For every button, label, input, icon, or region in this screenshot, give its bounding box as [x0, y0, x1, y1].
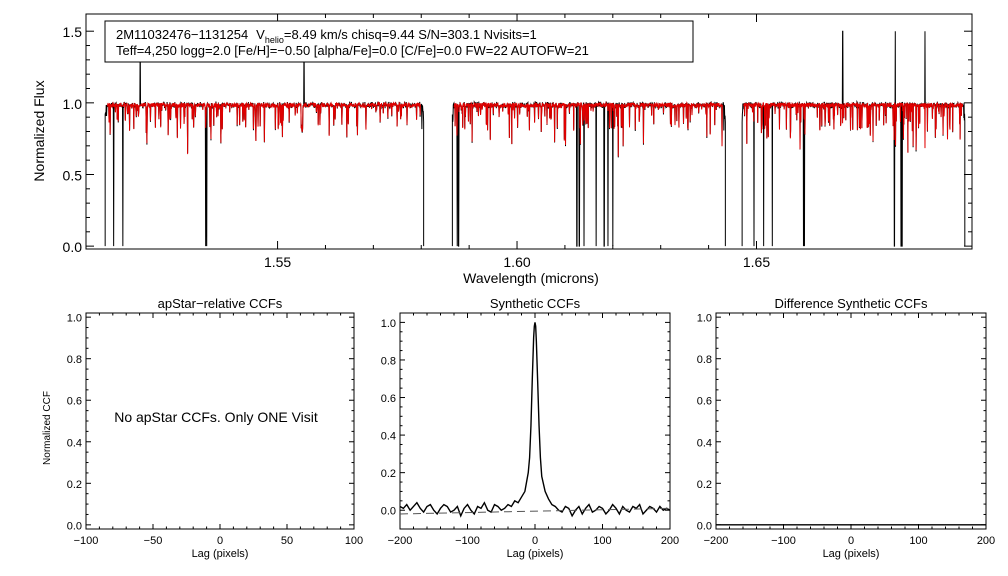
- synthetic-ytick-label: 0.8: [381, 355, 396, 367]
- synthetic-ytick-label: 0.4: [381, 431, 396, 443]
- spectrum-axes: 1.55 1.60 1.65 0.0 0.5 1.0 1.5: [63, 14, 972, 270]
- spectrum-xtick-label: 1.60: [503, 254, 530, 270]
- difference-ytick-label: 0.2: [697, 479, 712, 491]
- apstar-ytick-label: 0.0: [67, 520, 82, 532]
- spectrum-xlabel: Wavelength (microns): [463, 270, 599, 286]
- difference-axes: −200 −100 0 100 200 0.0 0.2 0.4 0.6 0.8 1.0: [697, 313, 995, 547]
- spectrum-ytick-label: 1.0: [63, 96, 83, 112]
- synthetic-xtick-label: −100: [455, 535, 480, 547]
- spectrum-ytick-label: 0.5: [63, 167, 83, 183]
- model-spectrum-line: [743, 101, 964, 153]
- observed-spectrum-line: [741, 30, 966, 247]
- apstar-xtick-label: −100: [74, 535, 99, 547]
- synthetic-xtick-label: 0: [532, 535, 538, 547]
- apstar-annotation: No apStar CCFs. Only ONE Visit: [114, 409, 318, 425]
- spectrum-series: [104, 30, 966, 247]
- apstar-ytick-label: 0.6: [67, 396, 82, 408]
- synthetic-ytick-label: 1.0: [381, 318, 396, 330]
- spectrum-ylabel: Normalized Flux: [31, 80, 47, 181]
- apstar-xtick-label: 50: [281, 535, 293, 547]
- spectrum-ytick-label: 0.0: [63, 239, 83, 255]
- apstar-ytick-label: 0.4: [67, 437, 82, 449]
- difference-ytick-label: 0.8: [697, 354, 712, 366]
- synthetic-xtick-label: −200: [388, 535, 413, 547]
- difference-title: Difference Synthetic CCFs: [775, 296, 928, 311]
- difference-ccf-panel: Difference Synthetic CCFs Lag (pixels) −…: [697, 296, 995, 560]
- difference-ytick-label: 0.4: [697, 437, 712, 449]
- synthetic-ccf-line: [399, 322, 671, 518]
- synthetic-ytick-label: 0.0: [381, 506, 396, 518]
- info-line-1: 2M11032476−1131254 Vhelio=8.49 km/s chisq…: [116, 27, 537, 45]
- apstar-xtick-label: 100: [345, 535, 363, 547]
- spectrum-ytick-label: 1.5: [63, 24, 83, 40]
- spectrum-panel: 1.55 1.60 1.65 0.0 0.5 1.0 1.5 2M11032476−1131…: [31, 13, 973, 286]
- spectrum-xtick-label: 1.55: [264, 254, 291, 270]
- apstar-title: apStar−relative CCFs: [158, 296, 283, 311]
- difference-frame: [715, 312, 987, 530]
- difference-ytick-label: 0.0: [697, 520, 712, 532]
- synthetic-xtick-label: 200: [661, 535, 679, 547]
- apstar-xtick-label: 0: [217, 535, 223, 547]
- apstar-xtick-label: −50: [144, 535, 163, 547]
- difference-xlabel: Lag (pixels): [823, 548, 880, 560]
- synthetic-title: Synthetic CCFs: [490, 296, 581, 311]
- synthetic-ytick-label: 0.2: [381, 468, 396, 480]
- model-spectrum-line: [453, 101, 724, 157]
- apstar-axes: −100 −50 0 50 100 0.0 0.2 0.4 0.6 0.8 1.0: [67, 313, 363, 547]
- synthetic-frame: [399, 312, 671, 530]
- info-box: [104, 20, 694, 63]
- star-id: 2M11032476−1131254: [116, 27, 248, 42]
- observed-spectrum-line: [451, 100, 726, 247]
- difference-ytick-label: 0.6: [697, 396, 712, 408]
- difference-xtick-label: 0: [848, 535, 854, 547]
- spectrum-xtick-label: 1.65: [743, 254, 770, 270]
- vhelio-label: V: [256, 27, 265, 42]
- difference-xtick-label: −200: [704, 535, 729, 547]
- apstar-xlabel: Lag (pixels): [192, 548, 249, 560]
- synthetic-axes: −200 −100 0 100 200 0.0 0.2 0.4 0.6 0.8 1.0: [381, 313, 679, 547]
- info-line-2: Teff=4,250 logg=2.0 [Fe/H]=−0.50 [alpha/…: [116, 43, 589, 58]
- model-spectrum-line: [106, 101, 421, 155]
- difference-xtick-label: −100: [771, 535, 796, 547]
- difference-xtick-label: 100: [909, 535, 927, 547]
- vhelio-sub: helio: [265, 35, 284, 45]
- synthetic-series: [399, 322, 671, 518]
- synthetic-xtick-label: 100: [593, 535, 611, 547]
- apstar-ytick-label: 1.0: [67, 313, 82, 325]
- synthetic-ytick-label: 0.6: [381, 393, 396, 405]
- apstar-ccf-panel: apStar−relative CCFs No apStar CCFs. Onl…: [42, 296, 363, 560]
- difference-xtick-label: 200: [977, 535, 995, 547]
- apstar-ytick-label: 0.2: [67, 479, 82, 491]
- difference-ytick-label: 1.0: [697, 313, 712, 325]
- vhelio-rest: =8.49 km/s chisq=9.44 S/N=303.1 Nvisits=…: [284, 27, 537, 42]
- apstar-ylabel: Normalized CCF: [42, 391, 53, 465]
- synthetic-ccf-panel: Synthetic CCFs Lag (pixels) −200 −100 0 100…: [381, 296, 679, 560]
- synthetic-xlabel: Lag (pixels): [507, 548, 564, 560]
- apstar-ytick-label: 0.8: [67, 354, 82, 366]
- synthetic-fit-dashed-line: [399, 507, 671, 515]
